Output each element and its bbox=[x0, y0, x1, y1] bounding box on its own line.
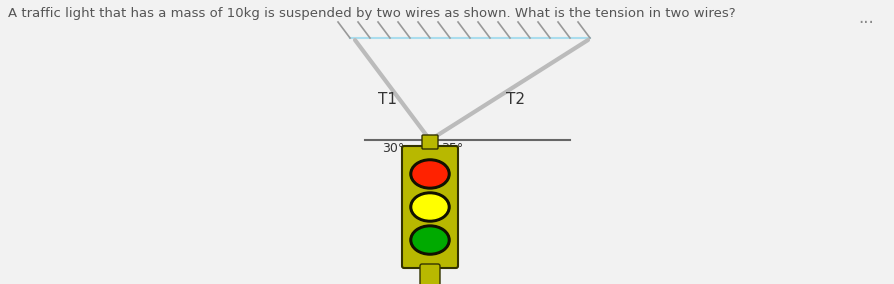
Text: T1: T1 bbox=[377, 93, 397, 108]
FancyBboxPatch shape bbox=[402, 146, 458, 268]
Ellipse shape bbox=[413, 228, 447, 252]
Text: ...: ... bbox=[858, 9, 873, 27]
Text: 30°: 30° bbox=[382, 141, 404, 154]
Ellipse shape bbox=[410, 225, 450, 255]
Text: 35°: 35° bbox=[441, 141, 463, 154]
Ellipse shape bbox=[410, 159, 450, 189]
Ellipse shape bbox=[413, 162, 447, 186]
FancyBboxPatch shape bbox=[422, 135, 438, 149]
Text: T2: T2 bbox=[507, 93, 526, 108]
Ellipse shape bbox=[410, 192, 450, 222]
Ellipse shape bbox=[413, 195, 447, 219]
Text: A traffic light that has a mass of 10kg is suspended by two wires as shown. What: A traffic light that has a mass of 10kg … bbox=[8, 7, 736, 20]
FancyBboxPatch shape bbox=[420, 264, 440, 284]
